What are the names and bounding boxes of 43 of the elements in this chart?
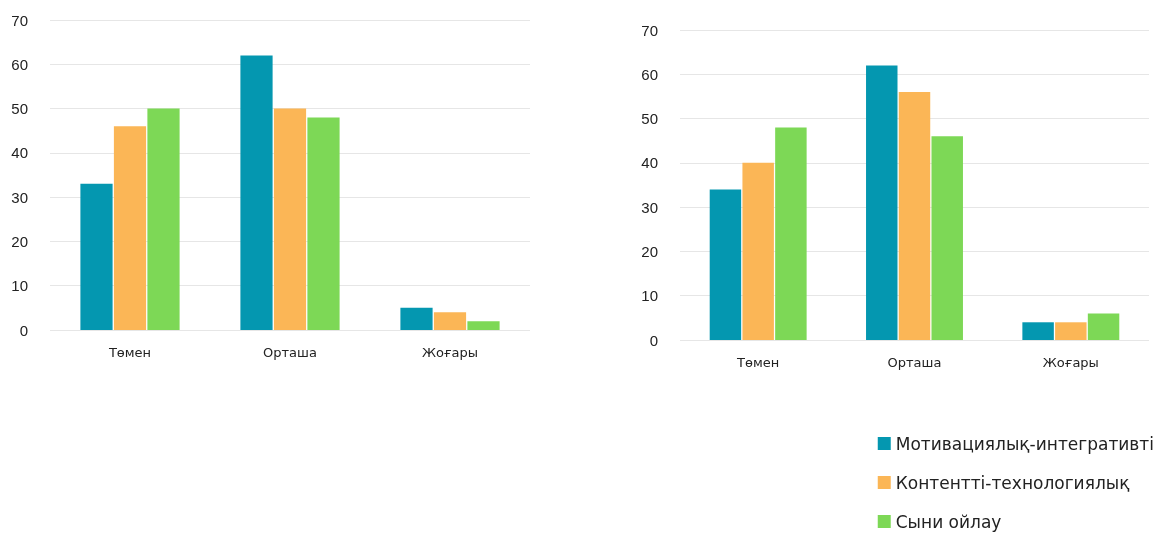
y-tick-label: 70 — [641, 21, 658, 39]
x-tick-label: Төмен — [107, 345, 152, 360]
bar — [467, 321, 500, 330]
legend-label: Сыни ойлау — [895, 511, 1002, 532]
y-tick-label: 0 — [649, 331, 658, 349]
bar — [931, 136, 963, 340]
bar — [80, 183, 113, 330]
y-tick-label: 10 — [641, 287, 658, 305]
y-tick-label: 30 — [11, 188, 28, 206]
y-tick-label: 0 — [19, 321, 28, 339]
x-tick-label: Төмен — [736, 355, 780, 370]
bar — [433, 312, 467, 330]
y-tick-label: 70 — [11, 11, 28, 29]
y-tick-label: 20 — [641, 242, 658, 260]
y-tick-label: 50 — [641, 110, 658, 128]
x-tick-label: Орташа — [263, 345, 317, 360]
legend-label: Контентті-технологиялық — [895, 472, 1130, 493]
x-tick-label: Жоғары — [421, 345, 479, 360]
bar — [1022, 322, 1054, 340]
bar — [307, 117, 340, 330]
y-tick-label: 40 — [641, 154, 658, 172]
bar — [1055, 322, 1087, 340]
y-tick-label: 30 — [641, 198, 658, 216]
bar — [400, 307, 433, 330]
y-tick-label: 60 — [641, 65, 658, 83]
y-tick-label: 60 — [11, 55, 28, 73]
bar — [866, 65, 898, 340]
x-tick-label: Жоғары — [1042, 355, 1099, 370]
y-tick-label: 20 — [11, 232, 28, 250]
bar — [775, 127, 807, 340]
bar — [240, 55, 273, 330]
y-tick-label: 10 — [11, 277, 28, 295]
bar — [147, 108, 180, 330]
bar — [1087, 313, 1120, 340]
bar — [898, 92, 931, 340]
bar — [113, 126, 147, 330]
legend-label: Мотивациялық-интегративті — [895, 433, 1155, 454]
bar — [742, 162, 774, 340]
bar — [273, 108, 307, 330]
y-tick-label: 40 — [11, 144, 28, 162]
y-tick-label: 50 — [11, 100, 28, 118]
bar — [709, 189, 742, 340]
x-tick-label: Орташа — [887, 355, 942, 370]
